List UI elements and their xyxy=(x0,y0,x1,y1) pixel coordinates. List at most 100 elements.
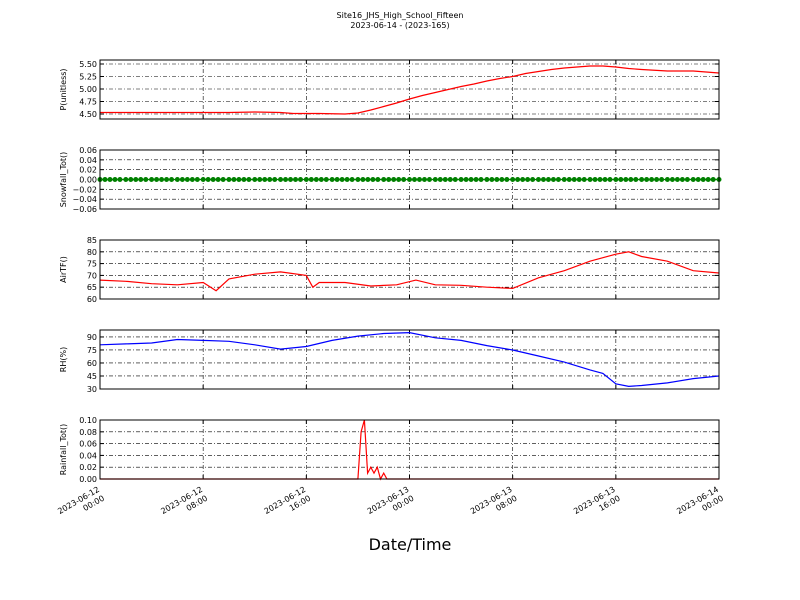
marker-fill xyxy=(267,177,273,182)
y-tick-label: 0.00 xyxy=(79,176,97,185)
marker-fill xyxy=(597,177,603,182)
marker-fill xyxy=(520,177,526,182)
marker-fill xyxy=(437,177,443,182)
y-axis-label: Snowfall_Tot() xyxy=(59,152,68,208)
y-tick-label: 0.10 xyxy=(79,416,97,425)
marker-fill xyxy=(623,177,629,182)
data-point xyxy=(510,177,516,182)
marker-fill xyxy=(684,177,690,182)
panel: 4.50 4.75 5.00 5.25 5.50 P(unitless) xyxy=(59,59,720,120)
marker-fill xyxy=(246,177,252,182)
marker-fill xyxy=(112,177,118,182)
marker-fill xyxy=(159,177,165,182)
marker-fill xyxy=(169,177,175,182)
y-tick-label: 0.08 xyxy=(79,428,97,437)
marker-fill xyxy=(669,177,675,182)
marker-fill xyxy=(391,177,397,182)
marker-fill xyxy=(695,177,701,182)
y-tick-label: 5.50 xyxy=(79,60,97,69)
y-tick-label: 0.06 xyxy=(79,146,97,155)
marker-fill xyxy=(628,177,634,182)
data-point xyxy=(484,177,490,182)
data-point xyxy=(381,177,387,182)
y-tick-label: 4.50 xyxy=(79,110,97,119)
data-point xyxy=(690,177,696,182)
panel: 60 65 70 75 80 85 AirTF() xyxy=(59,236,720,304)
y-tick-label: 75 xyxy=(87,346,97,355)
y-tick-label: 45 xyxy=(87,372,97,381)
marker-fill xyxy=(308,177,314,182)
marker-fill xyxy=(442,177,448,182)
y-tick-label: 60 xyxy=(87,359,97,368)
x-tick-label: 2023-06-1316:00 xyxy=(572,485,622,525)
plot-frame xyxy=(99,329,720,390)
y-tick-label: −0.02 xyxy=(72,185,97,194)
marker-fill xyxy=(107,177,113,182)
y-tick-label: 5.25 xyxy=(79,73,97,82)
marker-fill xyxy=(184,177,190,182)
marker-fill xyxy=(323,177,329,182)
marker-fill xyxy=(710,177,716,182)
marker-fill xyxy=(633,177,639,182)
x-tick-label: 2023-06-1400:00 xyxy=(675,485,725,525)
marker-fill xyxy=(360,177,366,182)
y-tick-label: 0.04 xyxy=(79,451,97,460)
marker-fill xyxy=(566,177,572,182)
x-tick-label: 2023-06-1216:00 xyxy=(263,485,313,525)
marker-fill xyxy=(416,177,422,182)
panel: 0.00 0.02 0.04 0.06 0.08 0.10 2023-06-1200:00 2… xyxy=(56,416,725,525)
y-tick-label: 60 xyxy=(87,295,97,304)
x-tick-label: 2023-06-1208:00 xyxy=(159,485,209,525)
data-point xyxy=(278,177,284,182)
marker-fill xyxy=(334,177,340,182)
data-point xyxy=(561,177,567,182)
marker-fill xyxy=(401,177,407,182)
panel: 30 45 60 75 90 RH(%) xyxy=(59,329,720,394)
plot-frame xyxy=(99,419,720,480)
data-point xyxy=(200,177,206,182)
y-tick-label: −0.06 xyxy=(72,205,97,214)
marker-fill xyxy=(318,177,324,182)
marker-fill xyxy=(654,177,660,182)
data-point xyxy=(149,177,155,182)
marker-fill xyxy=(189,177,195,182)
marker-fill xyxy=(525,177,531,182)
marker-fill xyxy=(257,177,263,182)
marker-fill xyxy=(463,177,469,182)
y-axis-label: P(unitless) xyxy=(59,68,68,110)
marker-fill xyxy=(349,177,355,182)
marker-fill xyxy=(504,177,510,182)
marker-fill xyxy=(386,177,392,182)
marker-fill xyxy=(236,177,242,182)
data-point xyxy=(355,177,361,182)
y-tick-label: 30 xyxy=(87,385,97,394)
marker-fill xyxy=(138,177,144,182)
data-line xyxy=(100,419,719,481)
marker-fill xyxy=(515,177,521,182)
marker-fill xyxy=(540,177,546,182)
marker-fill xyxy=(473,177,479,182)
data-point xyxy=(226,177,232,182)
y-tick-label: 80 xyxy=(87,248,97,257)
marker-fill xyxy=(210,177,216,182)
marker-fill xyxy=(231,177,237,182)
x-tick-label: 2023-06-1300:00 xyxy=(366,485,416,525)
y-tick-label: 0.02 xyxy=(79,166,97,175)
marker-fill xyxy=(262,177,268,182)
y-tick-label: 65 xyxy=(87,283,97,292)
y-tick-label: 0.06 xyxy=(79,440,97,449)
marker-fill xyxy=(659,177,665,182)
marker-fill xyxy=(117,177,123,182)
marker-fill xyxy=(411,177,417,182)
marker-fill xyxy=(179,177,185,182)
data-point xyxy=(303,177,309,182)
y-tick-label: 0.00 xyxy=(79,475,97,484)
marker-fill xyxy=(602,177,608,182)
data-point xyxy=(613,177,619,182)
marker-fill xyxy=(649,177,655,182)
data-point xyxy=(432,177,438,182)
y-tick-label: 90 xyxy=(87,333,97,342)
marker-fill xyxy=(283,177,289,182)
data-point xyxy=(252,177,258,182)
